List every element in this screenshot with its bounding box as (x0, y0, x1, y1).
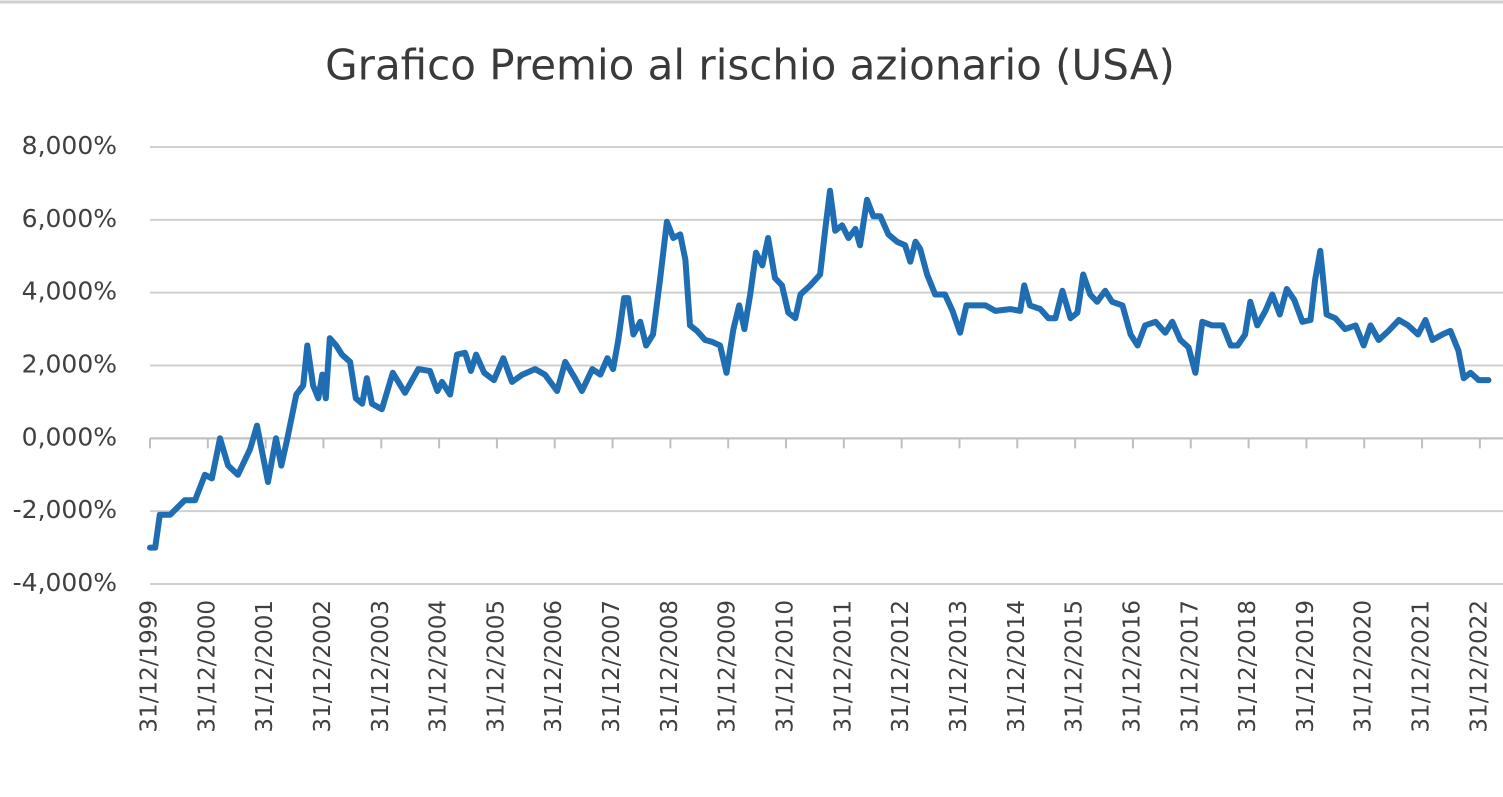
x-tick-label: 31/12/2010 (773, 600, 799, 733)
x-tick-label: 31/12/2016 (1119, 600, 1145, 733)
x-tick-label: 31/12/2004 (426, 600, 452, 733)
y-tick-label: 2,000% (22, 350, 117, 379)
x-tick-label: 31/12/2019 (1293, 600, 1319, 733)
y-tick-label: -4,000% (13, 568, 117, 597)
x-tick-label: 31/12/2003 (368, 600, 394, 733)
grid: -4,000% -2,000% 0,000% 2,000% 4,000% 6,000% 8,… (13, 131, 1503, 733)
x-tick-label: 31/12/2008 (657, 600, 683, 733)
y-tick-label: 4,000% (22, 277, 117, 306)
x-tick-label: 31/12/2015 (1062, 600, 1088, 733)
x-tick-label: 31/12/2022 (1466, 600, 1492, 733)
x-tick-label: 31/12/2013 (946, 600, 972, 733)
y-tick-label: 8,000% (22, 131, 117, 160)
x-tick-label: 31/12/1999 (137, 600, 163, 733)
x-tick-label: 31/12/2002 (310, 600, 336, 733)
line-series (147, 187, 1492, 551)
x-tick-label: 31/12/2005 (483, 600, 509, 733)
x-tick-label: 31/12/2017 (1177, 600, 1203, 733)
x-tick-label: 31/12/2011 (830, 600, 856, 733)
x-tick-label: 31/12/2000 (194, 600, 220, 733)
x-tick-label: 31/12/2020 (1351, 600, 1377, 733)
y-tick-label: 0,000% (22, 422, 117, 451)
chart-title: Grafico Premio al rischio azionario (USA… (325, 41, 1175, 90)
x-tick-label: 31/12/2012 (888, 600, 914, 733)
x-tick-label: 31/12/2014 (1004, 600, 1030, 733)
x-tick-label: 31/12/2009 (715, 600, 741, 733)
y-tick-label: 6,000% (22, 204, 117, 233)
plot (147, 187, 1492, 551)
y-tick-label: -2,000% (13, 495, 117, 524)
x-tick-label: 31/12/2007 (599, 600, 625, 733)
x-tick-label: 31/12/2018 (1235, 600, 1261, 733)
x-tick-label: 31/12/2021 (1409, 600, 1435, 733)
x-tick-label: 31/12/2001 (252, 600, 278, 733)
x-tick-label: 31/12/2006 (541, 600, 567, 733)
